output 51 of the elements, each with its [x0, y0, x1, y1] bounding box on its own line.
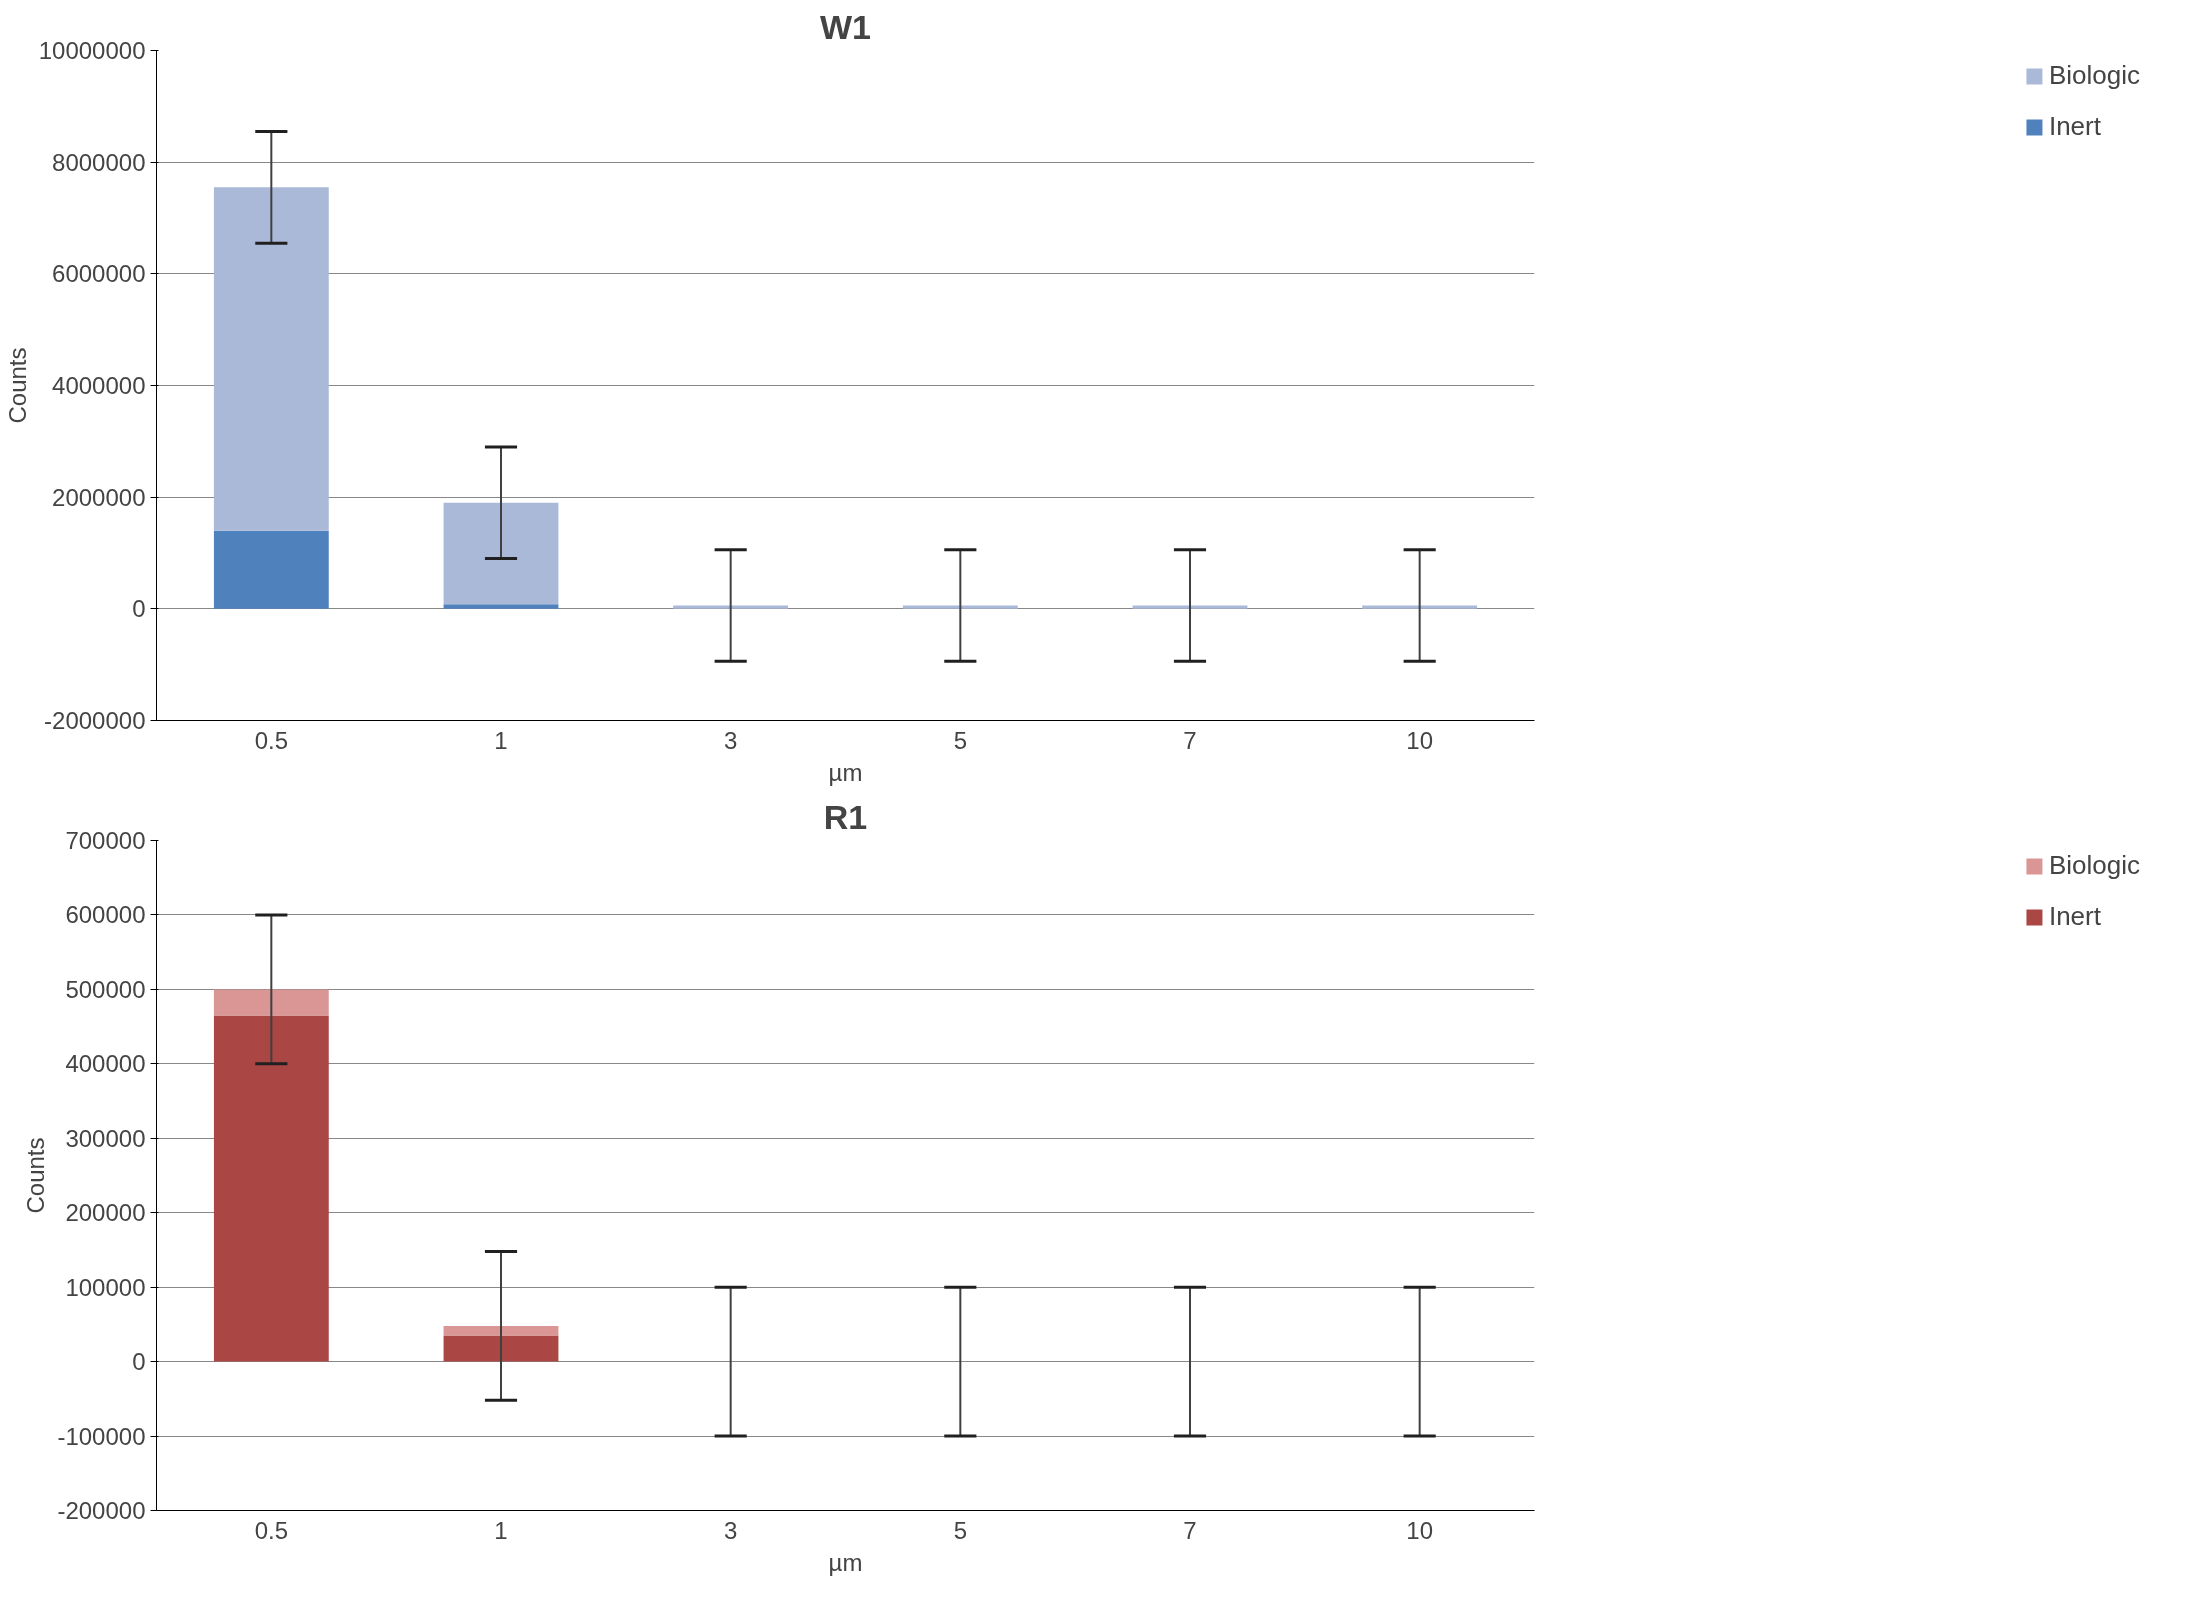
x-tick-label: 5 — [953, 1516, 968, 1544]
y-tick-label: 8000000 — [52, 148, 146, 176]
x-tick-label: 0.5 — [254, 726, 289, 754]
x-tick-label: 3 — [723, 1516, 738, 1544]
bar — [673, 605, 789, 609]
bar — [1132, 605, 1248, 609]
x-tick-label: 7 — [1183, 726, 1197, 754]
x-tick-label: 10 — [1406, 726, 1434, 754]
chart-title: R1 — [823, 797, 868, 836]
bar — [443, 1335, 559, 1362]
legend-label: Inert — [2048, 901, 2101, 932]
y-tick-label: 700000 — [65, 827, 146, 854]
legend-label: Inert — [2048, 111, 2101, 142]
y-axis-title: Counts — [3, 347, 31, 424]
y-tick-label: 4000000 — [52, 372, 146, 399]
y-tick-label: 0 — [132, 1348, 146, 1376]
y-tick-label: 10000000 — [38, 37, 146, 64]
x-axis-title: µm — [828, 758, 863, 786]
y-tick-label: -200000 — [57, 1497, 146, 1524]
y-tick-label: 6000000 — [52, 260, 146, 288]
x-tick-label: 0.5 — [254, 1516, 289, 1544]
y-tick-label: 500000 — [65, 975, 146, 1003]
x-tick-label: 7 — [1183, 1516, 1197, 1544]
bar — [213, 989, 329, 1016]
x-tick-label: 5 — [953, 726, 968, 754]
x-tick-label: 1 — [494, 726, 508, 754]
y-tick-label: -2000000 — [44, 707, 146, 734]
y-axis-title: Counts — [22, 1137, 50, 1214]
y-tick-label: -100000 — [57, 1422, 146, 1450]
bar — [213, 530, 329, 609]
x-axis-title: µm — [828, 1548, 863, 1576]
chart-title: W1 — [820, 7, 871, 46]
y-tick-label: 2000000 — [52, 483, 146, 511]
y-tick-label: 0 — [132, 595, 146, 623]
y-tick-label: 200000 — [65, 1199, 146, 1227]
y-tick-label: 300000 — [65, 1124, 146, 1152]
y-tick-label: 600000 — [65, 901, 146, 929]
bar — [443, 604, 559, 609]
legend-label: Biologic — [2048, 60, 2140, 91]
legend-label: Biologic — [2048, 850, 2140, 881]
bar — [443, 502, 559, 605]
x-tick-label: 1 — [494, 1516, 508, 1544]
bar — [213, 187, 329, 531]
bar — [213, 1015, 329, 1362]
x-tick-label: 10 — [1406, 1516, 1434, 1544]
bar — [443, 1325, 559, 1336]
y-tick-label: 400000 — [65, 1050, 146, 1078]
bar — [1362, 605, 1478, 609]
y-tick-label: 100000 — [65, 1273, 146, 1301]
bar — [902, 605, 1018, 609]
x-tick-label: 3 — [723, 726, 738, 754]
